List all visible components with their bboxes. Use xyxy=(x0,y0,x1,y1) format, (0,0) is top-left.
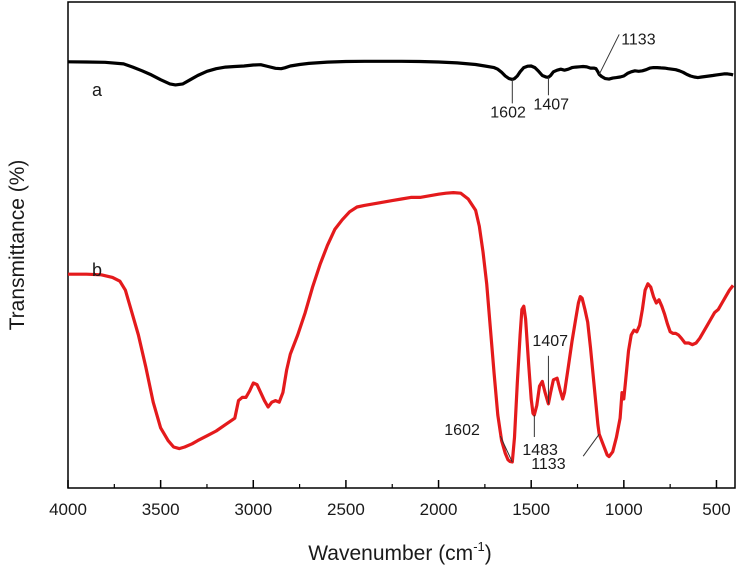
x-tick-label: 500 xyxy=(702,500,730,519)
series-line-a xyxy=(67,59,734,87)
spectra-curves xyxy=(67,59,735,464)
plot-frame xyxy=(67,1,736,489)
y-axis-title: Transmittance (%) xyxy=(6,160,29,331)
peak-label-1407: 1407 xyxy=(533,96,569,113)
x-axis-title: Wavenumber (cm-1) xyxy=(308,539,492,565)
peak-annotations: 1133 1602 1407 1407 1483 1602 1133 xyxy=(444,31,655,473)
annotation-leader xyxy=(598,34,620,75)
peak-label-1133: 1133 xyxy=(621,31,656,48)
annotation-leader xyxy=(499,435,513,463)
annotation-leader xyxy=(582,433,600,457)
curve-label-b: b xyxy=(92,260,102,280)
x-tick-label: 3500 xyxy=(142,500,180,519)
peak-label-1133: 1133 xyxy=(531,456,566,473)
x-tick-label: 2500 xyxy=(327,500,365,519)
peak-label-1602: 1602 xyxy=(444,422,480,439)
x-tick-label: 3000 xyxy=(234,500,272,519)
x-ticks: 4000 3500 3000 2500 2000 1500 1000 500 xyxy=(49,480,731,519)
series-line-b xyxy=(68,191,735,464)
x-tick-label: 4000 xyxy=(49,500,87,519)
peak-label-1602: 1602 xyxy=(490,104,526,121)
peak-label-1483: 1483 xyxy=(522,442,558,459)
x-tick-label: 1000 xyxy=(605,500,643,519)
peak-label-1407: 1407 xyxy=(532,333,568,350)
x-tick-label: 2000 xyxy=(420,500,458,519)
x-tick-label: 1500 xyxy=(512,500,550,519)
curve-label-a: a xyxy=(92,80,103,100)
